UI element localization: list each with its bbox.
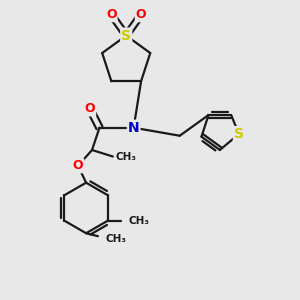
Text: N: N <box>128 121 140 135</box>
Text: CH₃: CH₃ <box>116 152 137 161</box>
Text: O: O <box>106 8 117 21</box>
Text: O: O <box>136 8 146 21</box>
Text: CH₃: CH₃ <box>129 216 150 226</box>
Text: CH₃: CH₃ <box>105 234 126 244</box>
Text: S: S <box>121 28 131 43</box>
Text: O: O <box>85 103 95 116</box>
Text: O: O <box>73 159 83 172</box>
Text: S: S <box>234 127 244 141</box>
